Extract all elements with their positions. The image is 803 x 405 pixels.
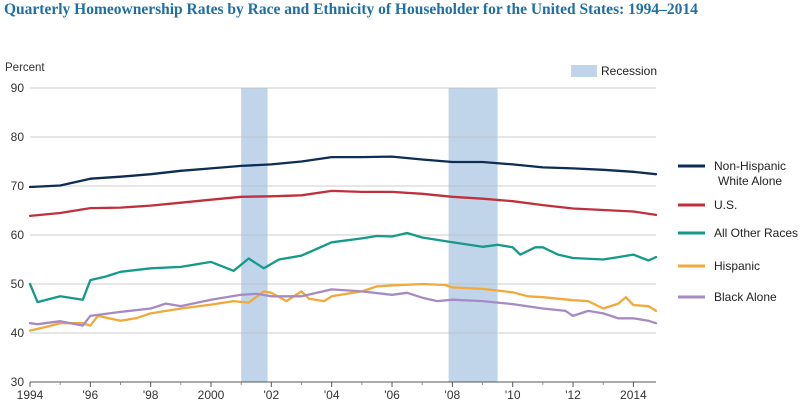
y-axis-ticks: 30 40 50 60 70 80 90 bbox=[11, 81, 25, 389]
series-lines bbox=[28, 155, 658, 332]
recession-legend-swatch bbox=[571, 65, 597, 77]
x-tick-label: '98 bbox=[143, 388, 159, 402]
series-line-2 bbox=[28, 189, 658, 218]
series-line-4 bbox=[28, 282, 658, 332]
y-tick-label: 30 bbox=[11, 375, 25, 389]
x-tick-label: '08 bbox=[445, 388, 461, 402]
x-tick-label: '96 bbox=[83, 388, 99, 402]
x-tick-label: '12 bbox=[565, 388, 581, 402]
y-axis-label: Percent bbox=[5, 62, 45, 74]
legend-label-3: All Other Races bbox=[714, 226, 798, 240]
y-tick-label: 70 bbox=[11, 179, 25, 193]
x-tick-label: 1994 bbox=[17, 388, 44, 402]
legend-label-1: Non-Hispanic White Alone bbox=[714, 159, 786, 188]
chart-title: Quarterly Homeownership Rates by Race an… bbox=[4, 1, 698, 18]
y-tick-label: 90 bbox=[11, 81, 25, 95]
x-tick-label: 2000 bbox=[198, 388, 225, 402]
gridlines bbox=[30, 87, 656, 383]
legend-label-5: Black Alone bbox=[714, 290, 777, 304]
x-tick-label: 2014 bbox=[620, 388, 647, 402]
legend-label-4: Hispanic bbox=[714, 259, 760, 273]
series-line-5 bbox=[28, 288, 658, 327]
legend-label-2: U.S. bbox=[714, 198, 737, 212]
recession-legend: Recession bbox=[571, 64, 657, 78]
recession-legend-label: Recession bbox=[601, 64, 657, 78]
y-tick-label: 40 bbox=[11, 326, 25, 340]
series-line-1 bbox=[28, 155, 658, 189]
x-tick-label: '06 bbox=[384, 388, 400, 402]
x-tick-label: '10 bbox=[505, 388, 521, 402]
series-line-3 bbox=[28, 231, 658, 304]
x-tick-label: '02 bbox=[264, 388, 280, 402]
x-tick-label: '04 bbox=[324, 388, 340, 402]
x-axis-ticks: 1994 '96 '98 2000 '02 '04 '06 '08 '10 '12 2014 bbox=[17, 382, 647, 402]
y-tick-label: 60 bbox=[11, 228, 25, 242]
y-tick-label: 80 bbox=[11, 130, 25, 144]
y-tick-label: 50 bbox=[11, 277, 25, 291]
legend: Non-Hispanic White Alone U.S. All Other Rac… bbox=[678, 159, 798, 304]
